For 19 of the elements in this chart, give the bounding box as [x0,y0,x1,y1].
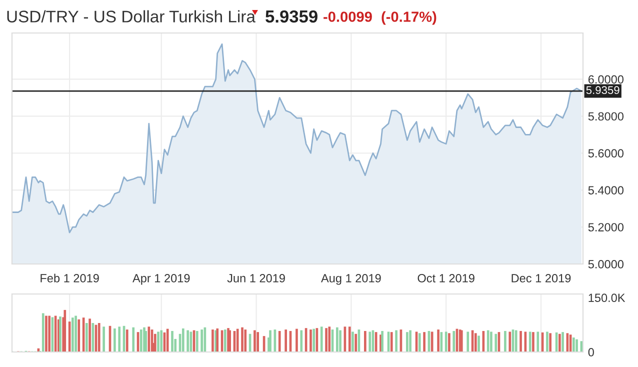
text: 5.9359 [266,10,318,23]
x-tick-label: Oct 1 2019 [418,274,474,282]
y-tick-label: 5.2000 [588,223,624,232]
x-tick-label: Aug 1 2019 [321,274,381,285]
x-tick-label: Dec 1 2019 [512,274,571,282]
x-tick-label: Apr 1 2019 [132,274,190,285]
text: -0.0099 [324,12,372,22]
y-tick-label: 6.0000 [588,75,624,84]
y-tick-label: 150.0K [588,294,626,302]
y-tick-label: 5.8000 [588,112,624,121]
x-tick-label: Feb 1 2019 [40,274,99,282]
ref-line-label: 5.9359 [586,86,620,94]
y-tick-label: 0 [588,348,594,356]
x-tick-label: Jun 1 2019 [227,274,285,282]
chart-title: USD/TRY - US Dollar Turkish Lira [7,10,256,22]
y-tick-label: 5.6000 [588,149,624,158]
y-tick-label: 5.4000 [588,186,624,194]
text: (-0.17%) [382,11,436,25]
y-tick-label: 5.0000 [588,260,624,268]
